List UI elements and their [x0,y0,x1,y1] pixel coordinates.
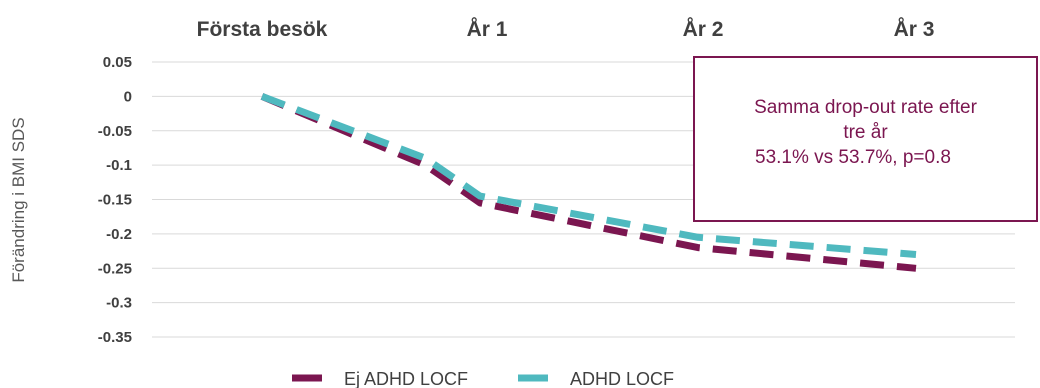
annotation-box: Samma drop-out rate efter tre år 53.1% v… [693,56,1038,222]
series-line-2 [260,93,917,258]
legend-label-1: Ej ADHD LOCF [344,369,468,388]
y-tick-label: -0.3 [106,295,132,312]
series-line-1 [260,93,917,272]
period-label: Första besök [197,18,328,41]
y-tick-label: 0 [124,88,132,105]
period-label: År 2 [683,17,724,41]
y-tick-label: -0.25 [98,260,132,277]
annotation-line-3: 53.1% vs 53.7%, p=0.8 [755,147,951,168]
period-label: År 3 [894,17,935,41]
y-tick-label: -0.35 [98,329,132,346]
period-label: År 1 [467,17,508,41]
annotation-line-2: tre år [843,122,888,143]
y-tick-label: -0.1 [106,157,132,174]
legend-label-2: ADHD LOCF [570,369,674,388]
y-axis-label: Förändring i BMI SDS [9,117,28,282]
annotation-line-1: Samma drop-out rate efter [754,97,977,118]
y-tick-label: -0.15 [98,192,132,209]
y-tick-label: -0.2 [106,226,132,243]
y-tick-label: 0.05 [103,54,132,71]
y-tick-label: -0.05 [98,123,132,140]
